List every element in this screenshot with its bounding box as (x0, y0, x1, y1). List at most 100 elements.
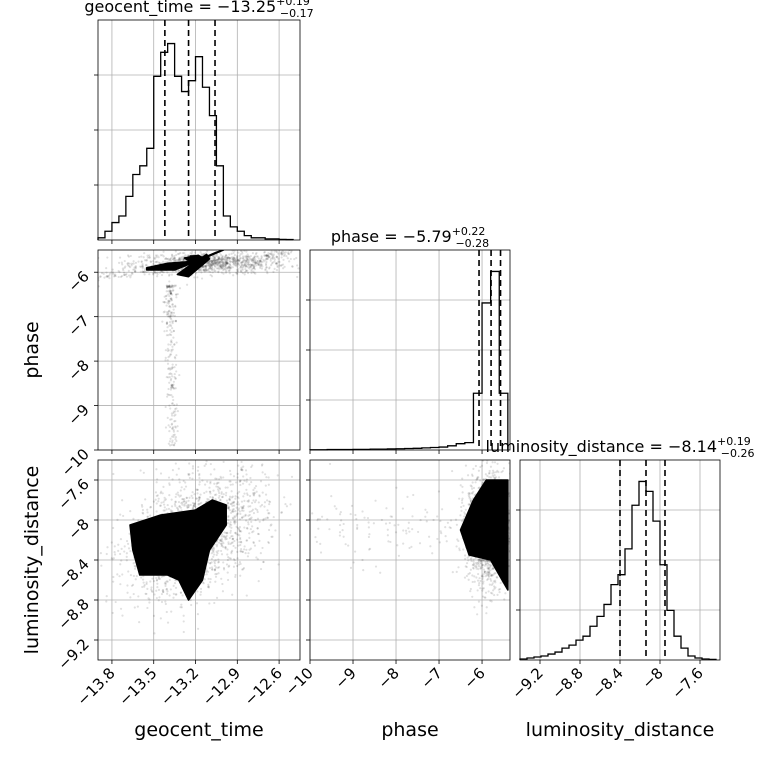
sample-point (463, 511, 466, 514)
sample-point (492, 471, 496, 474)
sample-point (475, 561, 478, 564)
sample-point (171, 385, 174, 389)
sample-point (335, 507, 338, 510)
sample-point (246, 265, 249, 268)
sample-point (241, 255, 245, 258)
sample-point (199, 587, 203, 591)
sample-point (240, 541, 243, 544)
sample-point (166, 592, 169, 595)
sample-point (252, 541, 255, 544)
sample-point (477, 572, 480, 576)
sample-point (106, 546, 109, 549)
sample-point (160, 600, 164, 604)
sample-point (200, 252, 203, 256)
sample-point (203, 491, 206, 495)
sample-point (170, 377, 173, 381)
sample-point (487, 573, 490, 576)
sample-point (172, 596, 175, 599)
sample-point (162, 300, 165, 304)
sample-point (132, 562, 135, 565)
sample-point (277, 260, 280, 263)
sample-point (469, 589, 472, 593)
sample-point (247, 500, 250, 503)
sample-point (271, 257, 274, 260)
sample-point (233, 258, 236, 261)
sample-point (487, 571, 491, 574)
sample-point (122, 514, 125, 518)
sample-point (487, 563, 490, 566)
sample-point (189, 598, 192, 602)
sample-point (469, 498, 472, 501)
sample-point (125, 559, 128, 562)
sample-point (215, 261, 218, 264)
sample-point (234, 262, 237, 265)
sample-point (106, 275, 109, 279)
sample-point (123, 273, 126, 276)
sample-point (220, 544, 223, 548)
sample-point (213, 264, 216, 268)
sample-point (260, 256, 263, 259)
sample-point (239, 253, 242, 256)
sample-point (267, 255, 270, 258)
sample-point (218, 255, 221, 258)
sample-point (496, 469, 499, 472)
sample-point (479, 479, 482, 482)
sample-point (172, 311, 176, 314)
sample-point (233, 259, 236, 262)
sample-point (235, 533, 238, 536)
sample-point (250, 271, 253, 275)
sample-point (182, 630, 185, 634)
sample-point (481, 577, 484, 581)
sample-point (164, 600, 167, 603)
sample-point (174, 293, 178, 296)
sample-point (480, 564, 483, 567)
sample-point (207, 570, 210, 573)
sample-point (209, 270, 212, 274)
sample-point (225, 499, 229, 502)
sample-point (267, 476, 270, 479)
sample-point (198, 496, 201, 499)
sample-point (216, 258, 220, 261)
sample-point (208, 262, 211, 265)
sample-point (129, 549, 132, 553)
sample-point (501, 469, 504, 473)
sample-point (213, 262, 216, 265)
sample-point (244, 264, 248, 267)
sample-point (280, 252, 283, 256)
sample-point (156, 271, 159, 274)
sample-point (171, 478, 174, 481)
sample-point (137, 519, 140, 522)
sample-point (217, 572, 220, 575)
sample-point (280, 264, 283, 267)
sample-point (229, 266, 233, 270)
sample-point (157, 577, 160, 581)
sample-point (164, 405, 167, 409)
sample-point (491, 472, 494, 475)
sample-point (173, 414, 176, 417)
sample-point (242, 264, 245, 267)
sample-point (220, 267, 223, 270)
sample-point (232, 257, 235, 260)
sample-point (241, 505, 245, 508)
sample-point (108, 277, 111, 280)
sample-point (269, 257, 272, 261)
sample-point (119, 513, 122, 516)
sample-point (192, 506, 195, 510)
sample-point (229, 511, 233, 515)
sample-point (265, 255, 268, 258)
sample-point (127, 255, 131, 258)
sample-point (174, 426, 177, 429)
sample-point (258, 494, 261, 497)
sample-point (247, 514, 250, 517)
sample-point (181, 501, 184, 504)
sample-point (483, 564, 487, 567)
sample-point (203, 268, 206, 272)
sample-point (220, 260, 223, 263)
sample-point (251, 258, 254, 261)
sample-point (248, 267, 251, 270)
sample-point (207, 263, 210, 266)
sample-point (161, 270, 164, 274)
sample-point (219, 539, 222, 542)
sample-point (258, 263, 261, 266)
sample-point (134, 261, 138, 264)
